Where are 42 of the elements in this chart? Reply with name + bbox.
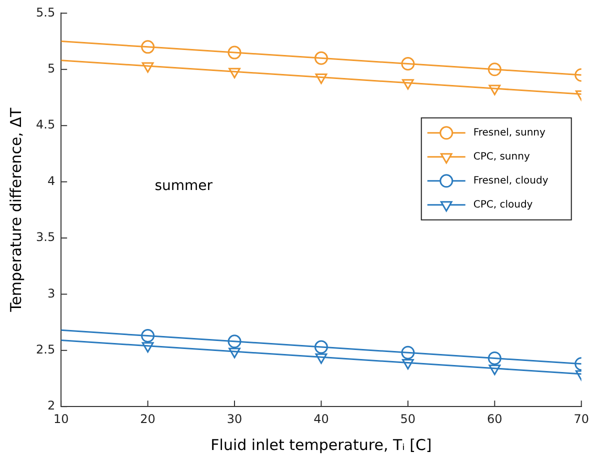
point: [142, 342, 154, 353]
y-tick-label: 3.5: [36, 230, 56, 244]
point: [142, 62, 154, 73]
y-axis-title: Temperature difference, ΔT: [6, 107, 25, 313]
point: [141, 329, 155, 343]
point: [315, 353, 328, 364]
x-tick-label: 60: [487, 412, 502, 426]
point: [314, 51, 328, 65]
point: [488, 84, 501, 96]
legend-label: Fresnel, sunny: [473, 127, 546, 138]
y-tick-label: 3: [47, 286, 56, 300]
y-tick-label: 4.5: [36, 118, 56, 132]
point: [228, 334, 242, 348]
x-tick-label: 20: [140, 412, 156, 426]
x-tick-label: 70: [574, 412, 590, 426]
x-axis-title: Fluid inlet temperature, Tᵢ [C]: [210, 436, 432, 454]
x-tick-label: 50: [400, 412, 416, 426]
legend-label: CPC, sunny: [473, 151, 530, 162]
point: [488, 364, 501, 376]
y-tick-label: 5.5: [36, 5, 56, 20]
point: [228, 68, 240, 78]
point: [315, 74, 328, 84]
point: [228, 348, 240, 358]
y-tick-label: 2.5: [36, 342, 56, 357]
x-tick-label: 10: [53, 412, 69, 426]
y-tick-label: 5: [47, 62, 56, 76]
legend-label: Fresnel, cloudy: [473, 175, 548, 186]
point: [402, 359, 414, 370]
legend-label: CPC, cloudy: [473, 199, 533, 210]
point: [314, 340, 328, 354]
point: [141, 40, 155, 54]
x-tick-label: 30: [226, 412, 242, 426]
point: [401, 57, 415, 71]
point: [488, 62, 502, 76]
annotation: summer: [154, 178, 213, 194]
point: [488, 352, 502, 366]
point: [401, 346, 415, 360]
y-tick-label: 4: [47, 174, 56, 188]
y-tick-label: 2: [47, 398, 56, 413]
point: [402, 79, 414, 90]
x-tick-label: 40: [314, 412, 329, 426]
point: [228, 46, 242, 60]
